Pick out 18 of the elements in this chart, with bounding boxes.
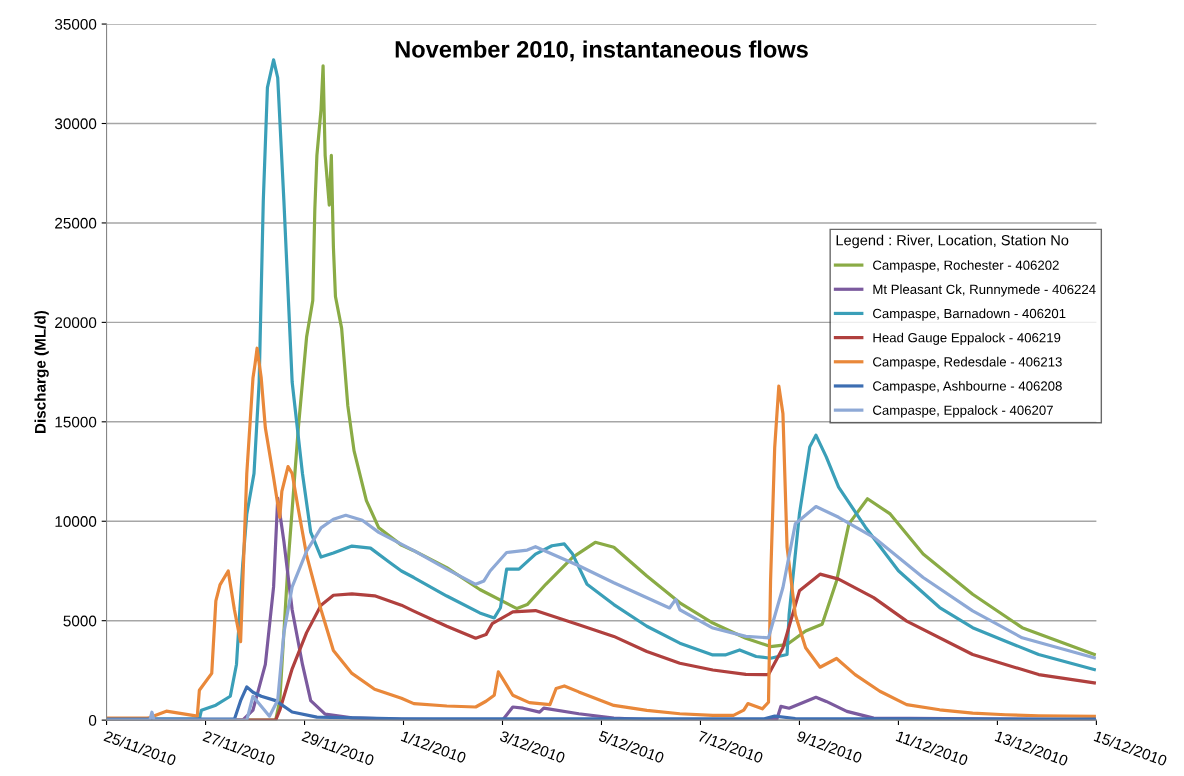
legend-label: Campaspe, Eppalock - 406207 [873, 405, 1053, 418]
legend-title: Legend : River, Location, Station No [836, 234, 1069, 249]
y-tick-label: 30000 [54, 118, 97, 130]
y-tick-label: 35000 [54, 18, 97, 30]
legend-label: Campaspe, Redesdale - 406213 [873, 356, 1062, 370]
y-tick-label: 20000 [55, 317, 97, 329]
legend-label: Mt Pleasant Ck, Runnymede - 406224 [873, 284, 1096, 297]
text: November 2010, instantaneous flows [395, 40, 808, 62]
y-tick-label: 15000 [55, 416, 97, 428]
y-tick-label: 25000 [55, 217, 97, 229]
legend-label: Head Gauge Eppalock - 406219 [873, 332, 1061, 345]
legend-label: Campaspe, Rochester - 406202 [873, 260, 1059, 273]
y-tick-label: 5000 [63, 615, 97, 627]
legend-label: Campaspe, Ashbourne - 406208 [873, 381, 1062, 394]
y-tick-label: 0 [88, 715, 97, 726]
y-axis-title: Discharge (ML/d) [34, 310, 49, 434]
legend-label: Campaspe, Barnadown - 406201 [873, 308, 1066, 321]
y-tick-label: 10000 [55, 516, 97, 527]
